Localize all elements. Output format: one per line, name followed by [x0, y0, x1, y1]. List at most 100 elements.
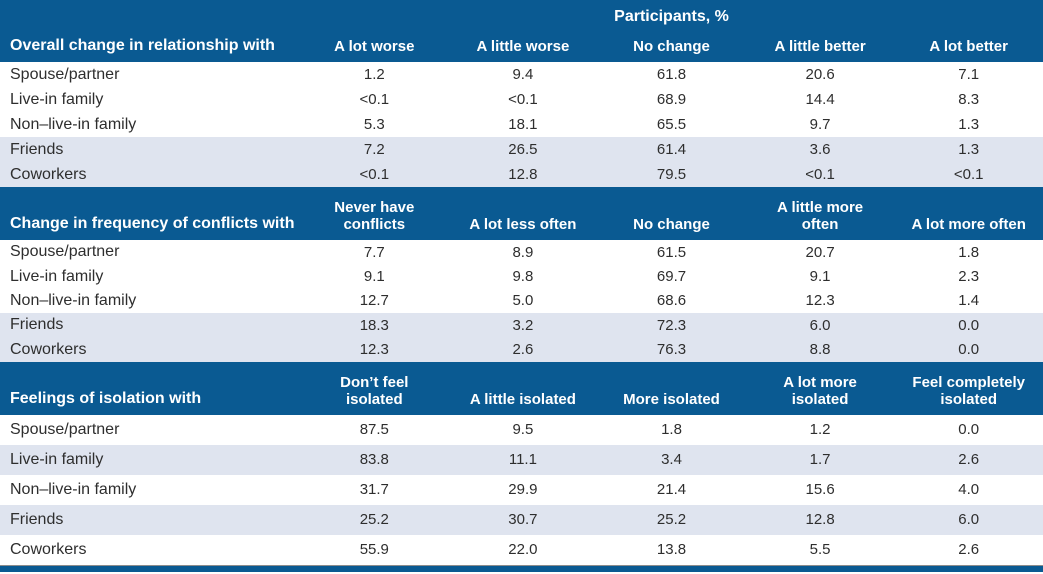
- cell-value: 5.5: [809, 541, 831, 559]
- row-label: Non–live-in family: [10, 291, 137, 309]
- cell-value: 72.3: [656, 316, 687, 334]
- cell-value: 3.2: [512, 316, 534, 334]
- cell-value: 9.1: [363, 268, 385, 286]
- section-2-rows: Spouse/partner 7.7 8.9 61.5 20.7 1.8 Live-in f…: [0, 240, 1043, 362]
- cell-value: 8.3: [958, 91, 980, 108]
- cell-value: 30.7: [508, 511, 538, 529]
- cell-value: 14.4: [805, 91, 835, 108]
- cell-value: 76.3: [656, 341, 687, 359]
- table-row: Coworkers 12.3 2.6 76.3 8.8 0.0: [0, 337, 1043, 362]
- table-row: Friends 18.3 3.2 72.3 6.0 0.0: [0, 313, 1043, 338]
- table-row: Live-in family 9.1 9.8 69.7 9.1 2.3: [0, 264, 1043, 288]
- table-row: Coworkers <0.1 12.8 79.5 <0.1 <0.1: [0, 162, 1043, 187]
- cell-value: 18.1: [508, 116, 538, 133]
- cell-value: 7.2: [363, 141, 385, 158]
- cell-value: 1.8: [958, 243, 980, 261]
- section-1-rows: Spouse/partner 1.2 9.4 61.8 20.6 7.1 Live-in f…: [0, 62, 1043, 187]
- row-label: Coworkers: [10, 340, 87, 358]
- cell-value: 31.7: [359, 481, 389, 499]
- row-label: Spouse/partner: [10, 65, 120, 83]
- cell-value: 12.3: [805, 292, 835, 310]
- column-header: A lot more often: [911, 215, 1026, 233]
- cell-value: 1.7: [809, 451, 831, 469]
- cell-value: 2.6: [512, 341, 534, 359]
- cell-value: 25.2: [656, 511, 687, 529]
- column-header: A lot more isolated: [783, 373, 857, 408]
- cell-value: 61.4: [656, 141, 687, 158]
- row-label: Coworkers: [10, 540, 87, 558]
- row-label: Live-in family: [10, 90, 104, 108]
- cell-value: 29.9: [508, 481, 538, 499]
- cell-value: 22.0: [508, 541, 538, 559]
- cell-value: 7.1: [958, 66, 980, 83]
- section-header: Overall change in relationship with: [10, 36, 275, 54]
- table-row: Live-in family 83.8 11.1 3.4 1.7 2.6: [0, 444, 1043, 475]
- table-header-band-1: Participants, % Overall change in relati…: [0, 0, 1043, 62]
- table-bottom-edge: [0, 564, 1043, 574]
- column-header: A little isolated: [469, 390, 576, 408]
- row-label: Friends: [10, 140, 64, 158]
- table-row: Non–live-in family 5.3 18.1 65.5 9.7 1.3: [0, 112, 1043, 137]
- row-label: Coworkers: [10, 165, 87, 183]
- cell-value: 3.6: [809, 141, 831, 158]
- cell-value: 9.7: [809, 116, 831, 133]
- table-header-band-3: Feelings of isolation with Don’t feel is…: [0, 361, 1043, 415]
- cell-value: 6.0: [809, 316, 831, 334]
- cell-value: 87.5: [359, 421, 389, 439]
- row-label: Non–live-in family: [10, 480, 137, 498]
- table-row: Spouse/partner 87.5 9.5 1.8 1.2 0.0: [0, 415, 1043, 445]
- row-label: Live-in family: [10, 267, 104, 285]
- column-header: No change: [633, 215, 710, 233]
- table-title-row: Participants, %: [0, 0, 1043, 27]
- cell-value: 1.2: [363, 66, 385, 83]
- cell-value: 68.9: [656, 91, 687, 108]
- cell-value: 83.8: [359, 451, 389, 469]
- cell-value: <0.1: [359, 166, 390, 183]
- cell-value: 15.6: [805, 481, 835, 499]
- cell-value: 55.9: [359, 541, 389, 559]
- cell-value: 2.6: [958, 451, 980, 469]
- cell-value: 6.0: [958, 511, 980, 529]
- cell-value: 26.5: [508, 141, 538, 158]
- cell-value: 20.6: [805, 66, 835, 83]
- cell-value: 1.3: [958, 116, 980, 133]
- cell-value: 18.3: [359, 316, 389, 334]
- table-row: Non–live-in family 31.7 29.9 21.4 15.6 4.0: [0, 475, 1043, 505]
- row-label: Friends: [10, 316, 64, 334]
- section-header: Feelings of isolation with: [10, 389, 202, 407]
- table-row: Live-in family <0.1 <0.1 68.9 14.4 8.3: [0, 87, 1043, 112]
- cell-value: 2.3: [958, 268, 980, 286]
- cell-value: 9.1: [809, 268, 831, 286]
- column-header: A little worse: [476, 37, 570, 55]
- cell-value: 7.7: [363, 243, 385, 261]
- cell-value: 21.4: [656, 481, 687, 499]
- cell-value: <0.1: [805, 166, 835, 183]
- column-header: More isolated: [623, 390, 720, 408]
- column-header: Don’t feel isolated: [340, 373, 409, 408]
- cell-value: 3.4: [661, 451, 682, 469]
- cell-value: 12.8: [508, 166, 538, 183]
- cell-value: 11.1: [508, 451, 537, 469]
- row-label: Friends: [10, 510, 64, 528]
- cell-value: 1.2: [809, 421, 831, 439]
- cell-value: 8.9: [512, 243, 534, 261]
- cell-value: 9.8: [512, 268, 534, 286]
- column-header: A lot less often: [469, 215, 577, 233]
- cell-value: 9.5: [512, 421, 534, 439]
- cell-value: <0.1: [953, 166, 984, 183]
- title-spacer: [0, 0, 300, 27]
- table-row: Friends 7.2 26.5 61.4 3.6 1.3: [0, 137, 1043, 162]
- cell-value: <0.1: [508, 91, 538, 108]
- cell-value: 9.4: [512, 66, 534, 83]
- column-header-row: Overall change in relationship with A lo…: [0, 27, 1043, 62]
- column-header: No change: [633, 37, 710, 55]
- cell-value: 25.2: [359, 511, 389, 529]
- cell-value: 12.7: [359, 292, 389, 310]
- table-row: Coworkers 55.9 22.0 13.8 5.5 2.6: [0, 535, 1043, 565]
- column-header: A lot worse: [334, 37, 415, 55]
- section-header: Change in frequency of conflicts with: [10, 214, 295, 232]
- cell-value: 61.8: [656, 66, 687, 83]
- table-row: Spouse/partner 7.7 8.9 61.5 20.7 1.8: [0, 240, 1043, 264]
- cell-value: 61.5: [656, 243, 687, 261]
